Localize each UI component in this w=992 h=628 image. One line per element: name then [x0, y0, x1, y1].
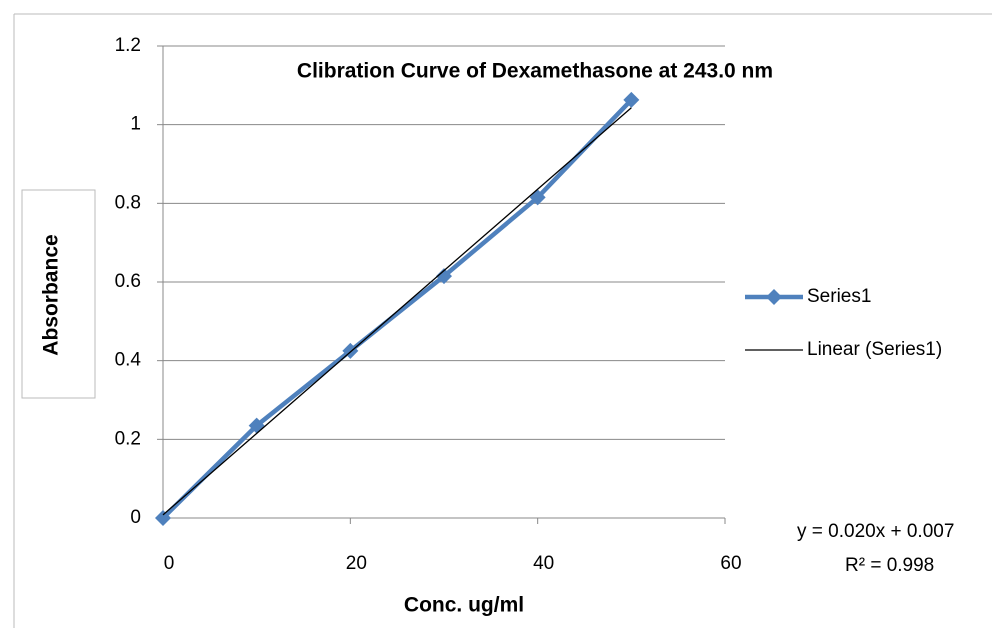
chart-title: Clibration Curve of Dexamethasone at 243… [297, 60, 773, 83]
y-label-box [21, 189, 96, 399]
x-tick-label: 60 [720, 553, 741, 574]
r-squared: R² = 0.998 [845, 555, 934, 576]
x-axis-label: Conc. ug/ml [404, 594, 524, 617]
y-axis-label: Absorbance [40, 234, 63, 355]
y-tick-label: 1.2 [115, 35, 141, 56]
trend-equation: y = 0.020x + 0.007 [797, 521, 954, 542]
marker [623, 91, 640, 108]
y-tick-label: 0.4 [115, 350, 142, 371]
x-tick-label: 0 [164, 553, 175, 574]
x-tick-label: 40 [533, 553, 554, 574]
y-tick-label: 0.2 [115, 428, 141, 449]
trend-line [162, 107, 632, 516]
legend-marker [766, 289, 782, 305]
x-tick-label: 20 [346, 553, 367, 574]
y-tick-label: 1 [130, 114, 141, 135]
y-tick-label: 0.6 [115, 271, 141, 292]
y-tick-label: 0 [130, 507, 141, 528]
legend-label: Linear (Series1) [807, 339, 942, 360]
legend-label: Series1 [807, 286, 871, 307]
marker [155, 510, 171, 526]
y-tick-label: 0.8 [115, 192, 141, 213]
marker [436, 268, 452, 285]
series-line [161, 98, 633, 520]
